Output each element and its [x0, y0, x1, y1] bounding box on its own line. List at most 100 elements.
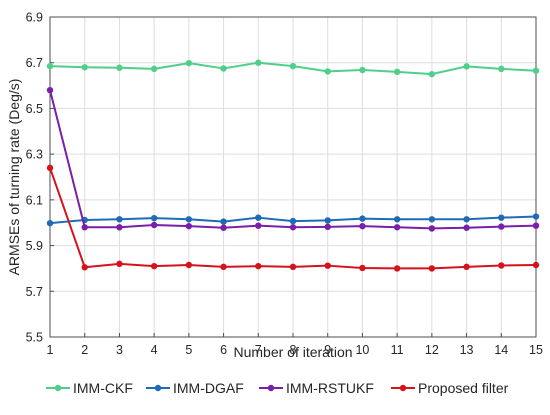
data-point — [324, 217, 331, 224]
data-point — [46, 62, 54, 70]
y-tick-label: 6.9 — [26, 11, 43, 25]
data-point — [393, 68, 401, 76]
data-point — [185, 216, 193, 223]
data-point — [393, 224, 401, 231]
series-imm-dgaf — [46, 213, 540, 227]
x-tick-label: 13 — [460, 343, 474, 357]
series-layer — [46, 59, 540, 272]
data-point — [289, 224, 297, 231]
y-tick-label: 5.9 — [26, 239, 43, 253]
series-proposed-filter — [46, 164, 540, 272]
data-point — [359, 222, 366, 230]
data-point — [463, 63, 470, 70]
data-point — [393, 216, 401, 223]
data-point — [463, 216, 470, 223]
legend-label: Proposed filter — [418, 380, 509, 396]
legend-item: IMM-CKF — [46, 380, 133, 396]
legend-item: Proposed filter — [391, 380, 509, 396]
legend: IMM-CKF IMM-DGAF IMM-RSTUKF Proposed filter — [46, 380, 509, 396]
series-imm-rstukf — [46, 86, 540, 232]
data-point — [255, 59, 262, 66]
data-point — [150, 221, 158, 229]
x-tick-label: 12 — [425, 343, 439, 357]
x-tick-label: 7 — [255, 343, 262, 357]
data-point — [150, 65, 158, 73]
data-point — [498, 262, 505, 269]
data-point — [289, 217, 297, 225]
legend-marker — [154, 384, 162, 392]
x-tick-label: 15 — [529, 343, 543, 357]
data-point — [81, 224, 88, 231]
data-point — [532, 213, 540, 220]
data-point — [428, 216, 436, 223]
data-point — [359, 215, 366, 222]
legend-item: IMM-DGAF — [146, 380, 244, 396]
data-point — [255, 222, 262, 229]
data-point — [185, 222, 193, 230]
data-point — [463, 263, 470, 271]
data-point — [46, 219, 54, 227]
data-point — [498, 65, 505, 73]
data-point — [289, 62, 297, 70]
data-point — [255, 262, 262, 270]
x-tick-label: 8 — [290, 343, 297, 357]
y-tick-label: 6.7 — [26, 56, 43, 70]
data-point — [463, 224, 470, 231]
data-point — [116, 216, 123, 223]
data-point — [185, 261, 193, 269]
data-point — [220, 218, 227, 225]
x-tick-label: 9 — [324, 343, 331, 357]
y-tick-label: 6.5 — [26, 102, 43, 116]
legend-label: IMM-DGAF — [173, 380, 244, 396]
data-point — [324, 262, 331, 269]
data-point — [428, 265, 436, 272]
data-point — [498, 223, 505, 230]
data-point — [255, 214, 262, 221]
data-point — [532, 222, 540, 229]
data-point — [498, 214, 505, 221]
data-point — [150, 262, 158, 270]
data-point — [324, 68, 331, 75]
data-point — [81, 64, 88, 71]
y-tick-label: 6.1 — [26, 193, 43, 207]
data-point — [428, 225, 436, 232]
y-tick-label: 5.5 — [26, 331, 43, 345]
x-tick-label: 2 — [81, 343, 88, 357]
legend-item: IMM-RSTUKF — [259, 380, 374, 396]
legend-marker — [267, 384, 275, 392]
data-point — [150, 214, 158, 222]
x-tick-label: 1 — [47, 343, 54, 357]
data-point — [532, 67, 540, 74]
data-point — [46, 86, 54, 94]
data-point — [116, 224, 123, 231]
y-tick-label: 6.3 — [26, 148, 43, 162]
legend-marker — [399, 384, 407, 392]
data-point — [81, 264, 88, 271]
y-axis-label: ARMSEs of turning rate (Deg/s) — [6, 79, 22, 276]
data-point — [46, 164, 54, 172]
x-tick-label: 5 — [185, 343, 192, 357]
axis-ticks: 1 2 3 4 5 6 7 8 9 10 11 12 13 14 155.55.75.96.16.36.56… — [26, 11, 543, 358]
data-point — [359, 264, 366, 272]
x-tick-label: 14 — [494, 343, 508, 357]
data-point — [116, 260, 123, 268]
legend-marker — [54, 384, 62, 392]
x-tick-label: 11 — [391, 343, 404, 357]
y-tick-label: 5.7 — [26, 285, 43, 299]
data-point — [393, 265, 401, 272]
legend-label: IMM-CKF — [73, 380, 133, 396]
x-axis-label: Number of iteration — [233, 344, 352, 360]
data-point — [220, 263, 227, 271]
x-tick-label: 10 — [355, 343, 369, 357]
data-point — [532, 261, 540, 269]
data-point — [289, 263, 297, 271]
data-point — [116, 64, 123, 71]
data-point — [220, 65, 227, 72]
data-point — [220, 224, 227, 231]
data-point — [359, 66, 366, 74]
x-tick-label: 4 — [151, 343, 158, 357]
data-point — [324, 223, 331, 231]
data-point — [185, 59, 193, 67]
